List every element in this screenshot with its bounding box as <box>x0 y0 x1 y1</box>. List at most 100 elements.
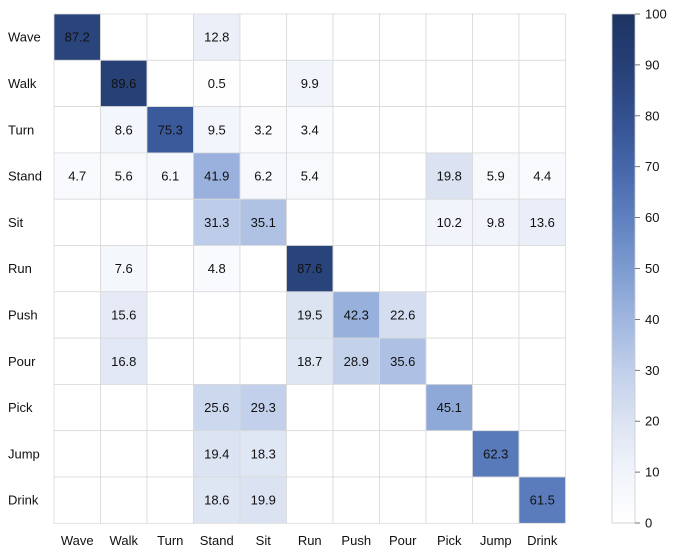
column-label-sit: Sit <box>256 533 272 548</box>
colorbar-tick-label: 30 <box>645 363 659 378</box>
column-label-turn: Turn <box>157 533 183 548</box>
cell-value-drink-stand: 18.6 <box>204 493 229 508</box>
heatmap-cells: 87.2 12.8 89.6 0.5 9.9 8.6 75.3 9.5 3.2 3.4 4.7 5.6… <box>53 13 566 524</box>
cell-value-pour-push: 28.9 <box>344 354 369 369</box>
heatmap-cell-sit-walk <box>100 198 148 246</box>
heatmap-cell-run-turn <box>146 245 194 293</box>
column-label-pick: Pick <box>437 533 462 548</box>
heatmap-cell-turn-pick <box>425 106 473 154</box>
heatmap-cell-jump-run <box>286 430 334 478</box>
cell-value-stand-turn: 6.1 <box>161 169 179 184</box>
heatmap-cell-push-run <box>286 291 334 339</box>
cell-value-stand-drink: 4.4 <box>533 169 551 184</box>
heatmap-cell-wave-wave <box>53 13 101 61</box>
cell-value-sit-stand: 31.3 <box>204 215 229 230</box>
heatmap-cell-push-turn <box>146 291 194 339</box>
column-label-drink: Drink <box>527 533 558 548</box>
colorbar-tick-label: 20 <box>645 414 659 429</box>
cell-value-jump-stand: 19.4 <box>204 446 229 461</box>
heatmap-cell-wave-walk <box>100 13 148 61</box>
cell-value-walk-walk: 89.6 <box>111 76 136 91</box>
heatmap-cell-push-sit <box>239 291 287 339</box>
heatmap-cell-drink-stand <box>193 476 241 524</box>
cell-value-stand-run: 5.4 <box>301 169 319 184</box>
heatmap-cell-walk-turn <box>146 59 194 107</box>
heatmap-cell-pick-wave <box>53 383 101 432</box>
heatmap-cell-turn-drink <box>518 106 566 154</box>
colorbar <box>611 13 636 524</box>
heatmap-cell-walk-push <box>332 59 380 107</box>
heatmap-cell-stand-run <box>286 152 334 200</box>
heatmap-cell-run-pour <box>379 245 427 293</box>
cell-value-run-run: 87.6 <box>297 261 322 276</box>
heatmap-cell-jump-drink <box>518 430 566 478</box>
heatmap-cell-sit-pick <box>425 198 473 246</box>
colorbar-tick-label: 60 <box>645 210 659 225</box>
heatmap-cell-stand-stand <box>193 152 241 200</box>
heatmap-cell-pick-drink <box>518 383 566 432</box>
column-label-walk: Walk <box>110 533 139 548</box>
heatmap-cell-wave-sit <box>239 13 287 61</box>
colorbar-tick-label: 10 <box>645 465 659 480</box>
heatmap-cell-run-drink <box>518 245 566 293</box>
cell-value-stand-stand: 41.9 <box>204 169 229 184</box>
row-label-push: Push <box>8 307 38 322</box>
cell-value-pour-run: 18.7 <box>297 354 322 369</box>
row-label-turn: Turn <box>8 122 34 137</box>
cell-value-stand-walk: 5.6 <box>115 169 133 184</box>
heatmap-cell-stand-push <box>332 152 380 200</box>
heatmap-cell-drink-drink <box>518 476 566 524</box>
heatmap-cell-wave-turn <box>146 13 194 61</box>
heatmap-cell-jump-pour <box>379 430 427 478</box>
heatmap-cell-wave-pick <box>425 13 473 61</box>
cell-value-sit-pick: 10.2 <box>437 215 462 230</box>
heatmap-cell-push-jump <box>472 291 520 339</box>
heatmap-cell-pick-pour <box>379 383 427 432</box>
heatmap-cell-turn-push <box>332 106 380 154</box>
heatmap-cell-run-walk <box>100 245 148 293</box>
cell-value-drink-sit: 19.9 <box>251 493 276 508</box>
heatmap-cell-sit-sit <box>239 198 287 246</box>
column-label-wave: Wave <box>61 533 94 548</box>
heatmap-cell-run-push <box>332 245 380 293</box>
cell-value-push-walk: 15.6 <box>111 307 136 322</box>
heatmap-cell-wave-run <box>286 13 334 61</box>
heatmap-cell-stand-pour <box>379 152 427 200</box>
heatmap-cell-push-drink <box>518 291 566 339</box>
heatmap-cell-run-sit <box>239 245 287 293</box>
colorbar-ticks: 0 10 20 30 40 50 60 70 80 90 100 <box>635 7 667 531</box>
heatmap-cell-walk-drink <box>518 59 566 107</box>
row-labels: Wave Walk Turn Stand Sit Run Push Pour Pick Jump D… <box>8 30 42 508</box>
heatmap-cell-drink-wave <box>53 476 101 524</box>
colorbar-gradient <box>611 13 636 524</box>
heatmap-cell-jump-wave <box>53 430 101 478</box>
heatmap-cell-run-wave <box>53 245 101 293</box>
heatmap-cell-jump-turn <box>146 430 194 478</box>
cell-value-push-pour: 22.6 <box>390 307 415 322</box>
cell-value-walk-stand: 0.5 <box>208 76 226 91</box>
cell-value-push-run: 19.5 <box>297 307 322 322</box>
cell-value-wave-stand: 12.8 <box>204 30 229 45</box>
heatmap-cell-pour-jump <box>472 337 520 385</box>
heatmap-cell-stand-pick <box>425 152 473 200</box>
heatmap-cell-push-walk <box>100 291 148 339</box>
heatmap-cell-stand-drink <box>518 152 566 200</box>
heatmap-cell-drink-pour <box>379 476 427 524</box>
heatmap-cell-walk-wave <box>53 59 101 107</box>
heatmap-cell-jump-push <box>332 430 380 478</box>
heatmap-cell-push-pick <box>425 291 473 339</box>
heatmap-cell-run-jump <box>472 245 520 293</box>
heatmap-cell-pour-wave <box>53 337 101 385</box>
heatmap-cell-sit-push <box>332 198 380 246</box>
heatmap-cell-walk-jump <box>472 59 520 107</box>
cell-value-stand-pick: 19.8 <box>437 169 462 184</box>
heatmap-cell-walk-walk <box>100 59 148 107</box>
cell-value-sit-drink: 13.6 <box>530 215 555 230</box>
heatmap-cell-pour-drink <box>518 337 566 385</box>
heatmap-cell-turn-pour <box>379 106 427 154</box>
cell-value-stand-wave: 4.7 <box>68 169 86 184</box>
heatmap-cell-wave-pour <box>379 13 427 61</box>
cell-value-turn-sit: 3.2 <box>254 122 272 137</box>
heatmap-cell-jump-stand <box>193 430 241 478</box>
